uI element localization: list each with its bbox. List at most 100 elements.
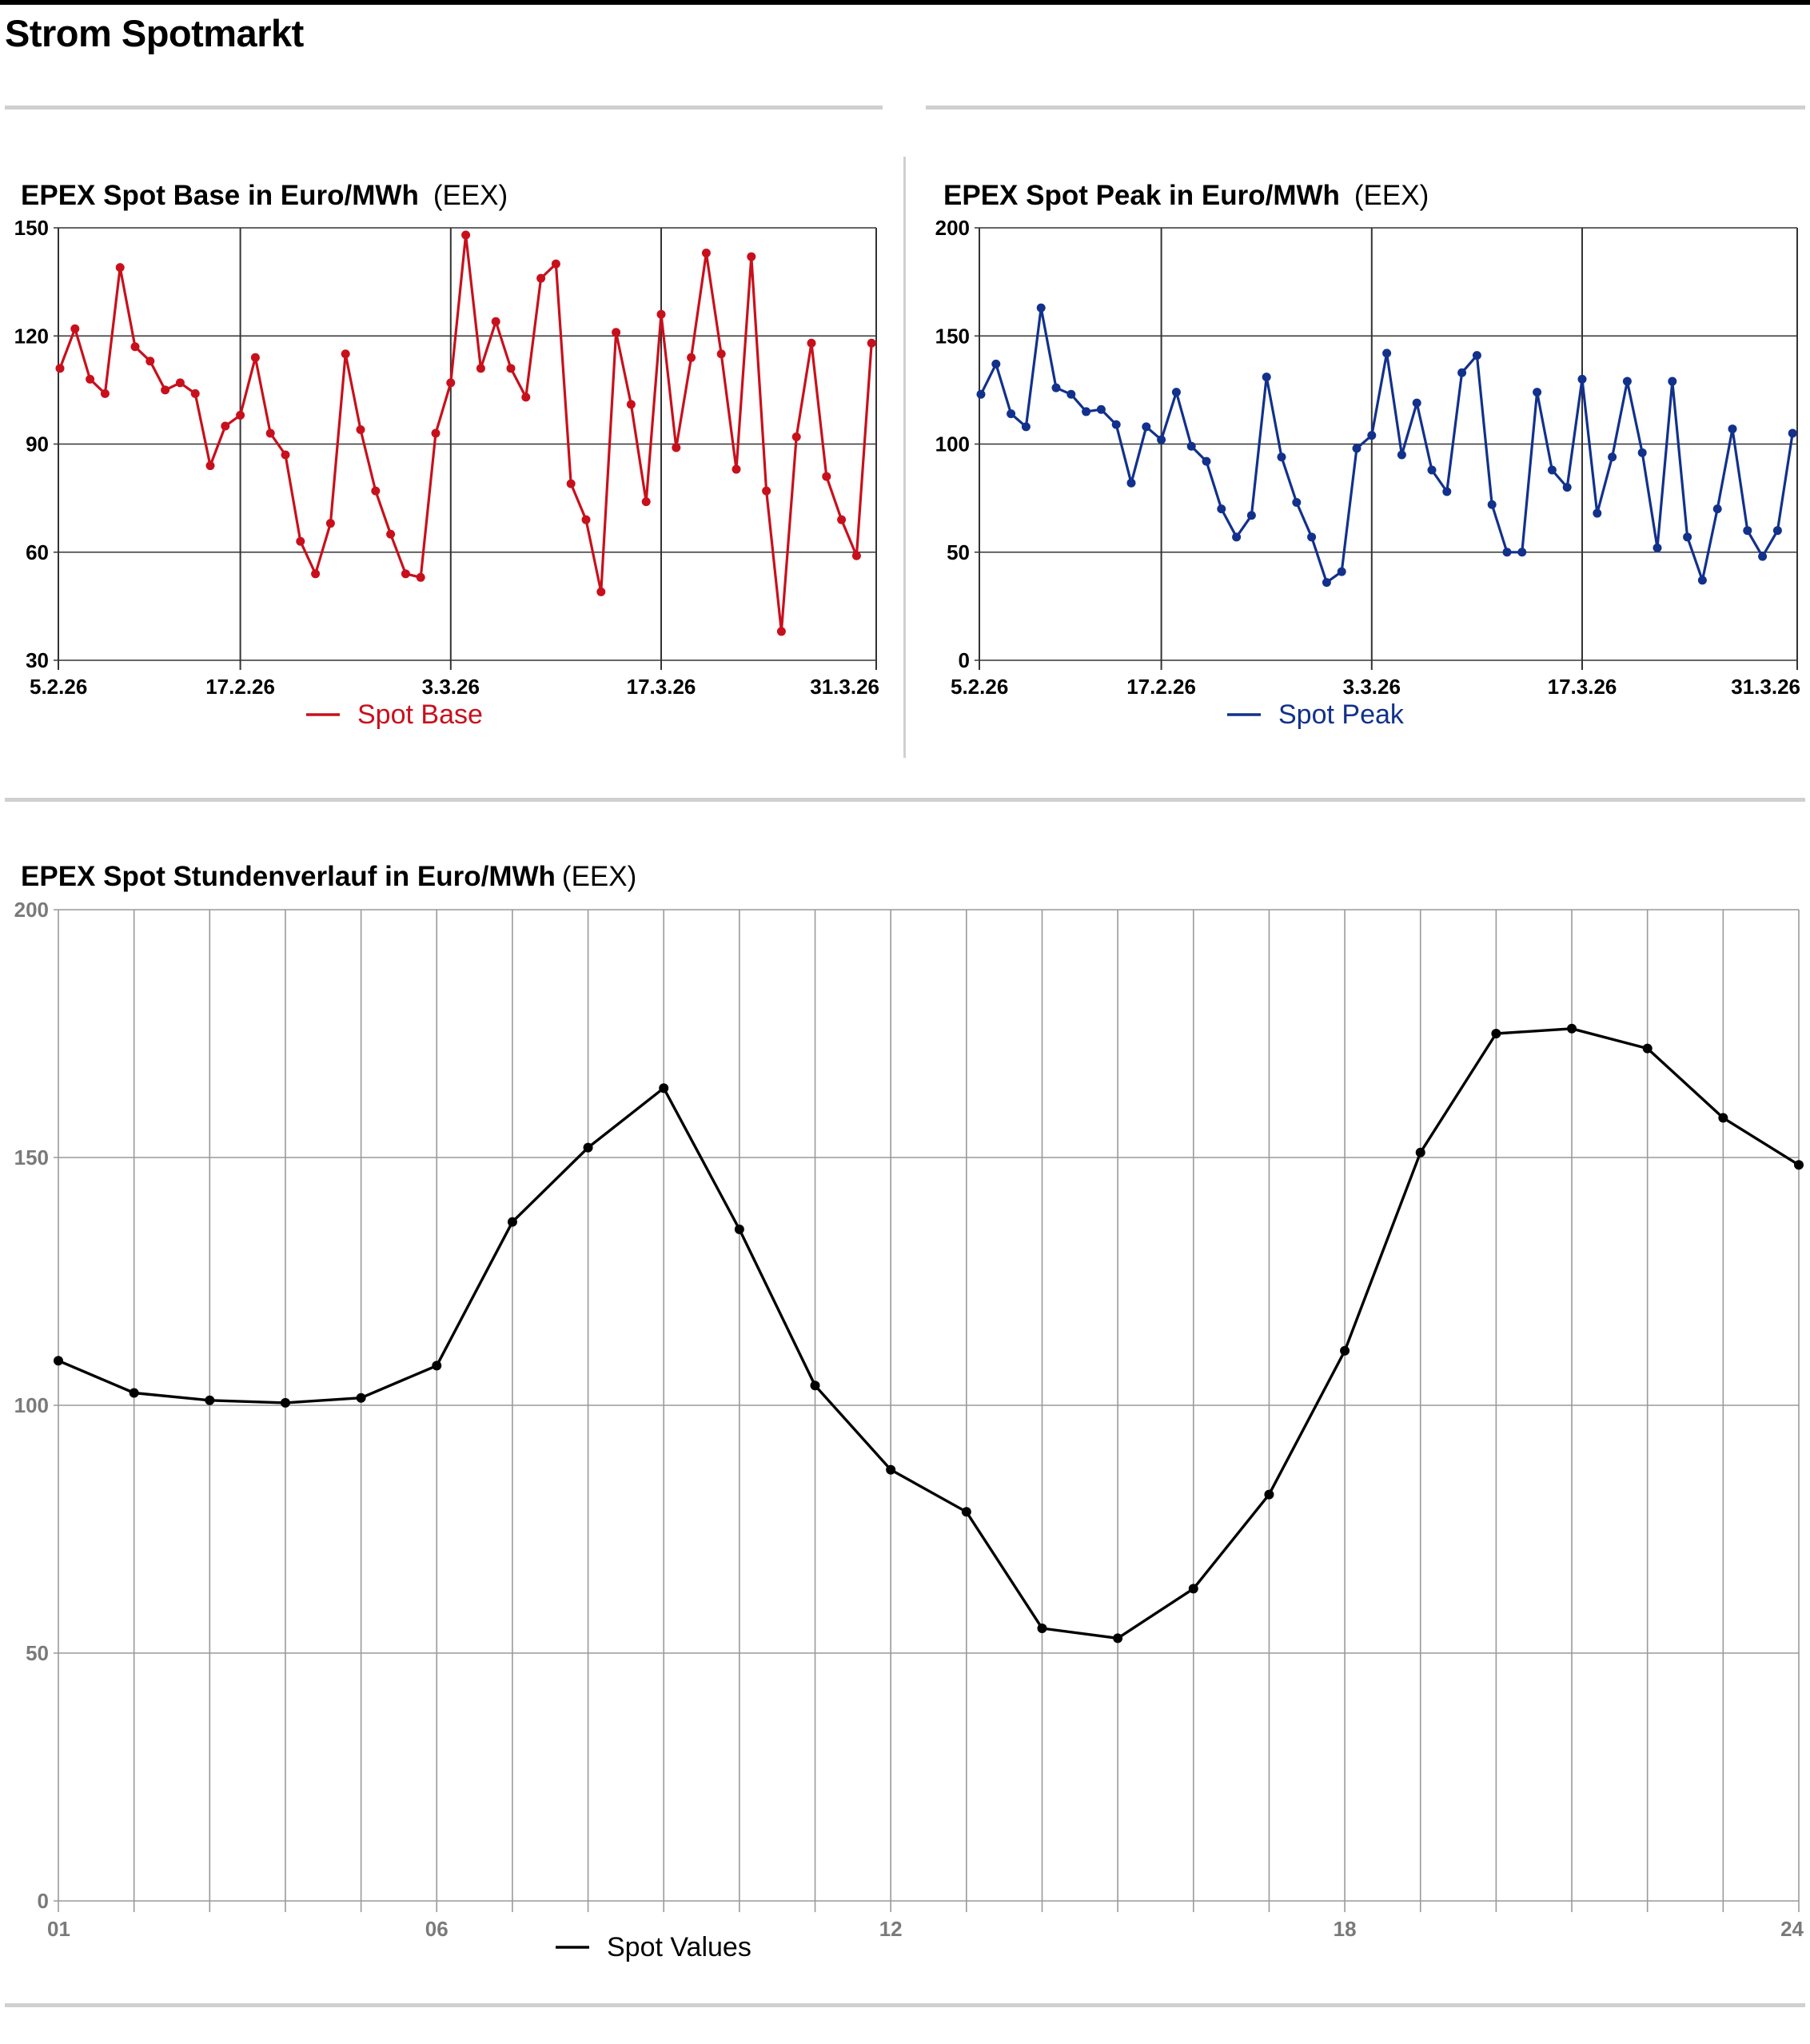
hourly-data-point: [583, 1142, 593, 1153]
base-data-point: [236, 410, 245, 420]
hourly-x-tick-label: 12: [879, 1917, 903, 1941]
base-data-point: [536, 273, 546, 283]
base-data-point: [371, 486, 381, 496]
base-y-tick-label: 30: [26, 648, 49, 672]
peak-data-point: [1142, 422, 1151, 432]
peak-data-point: [991, 359, 1001, 369]
base-data-point: [476, 364, 485, 373]
hourly-chart-title-text: EPEX Spot Stundenverlauf in Euro/MWh: [21, 861, 556, 892]
peak-data-point: [1082, 407, 1091, 416]
peak-data-point: [1337, 567, 1346, 576]
hourly-chart-title: EPEX Spot Stundenverlauf in Euro/MWh (EEX…: [21, 861, 636, 893]
hourly-data-point: [961, 1507, 971, 1517]
peak-y-tick-label: 200: [935, 216, 970, 240]
base-data-point: [461, 230, 471, 240]
peak-data-point: [1712, 504, 1722, 514]
base-y-tick-label: 90: [26, 432, 49, 456]
peak-data-point: [1533, 388, 1542, 397]
base-x-tick-label: 17.3.26: [627, 675, 696, 699]
hourly-data-point: [1718, 1113, 1728, 1123]
base-data-point: [386, 529, 396, 539]
hourly-data-point: [54, 1356, 63, 1366]
base-data-point: [190, 388, 200, 398]
peak-data-point: [1622, 377, 1632, 386]
base-data-point: [70, 324, 80, 333]
base-data-point: [161, 385, 170, 395]
hourly-data-point: [507, 1217, 517, 1227]
base-data-point: [86, 374, 95, 384]
peak-data-point: [1232, 532, 1242, 542]
hourly-data-point: [129, 1388, 139, 1398]
base-data-point: [431, 428, 441, 438]
peak-data-point: [1246, 511, 1256, 520]
base-data-point: [641, 497, 651, 507]
base-data-point: [747, 252, 756, 261]
base-data-point: [701, 249, 711, 258]
peak-x-tick-label: 5.2.26: [951, 675, 1008, 699]
peak-data-point: [1066, 389, 1076, 399]
peak-y-tick-label: 100: [935, 432, 970, 456]
base-data-point: [776, 627, 786, 636]
hourly-chart: 0 50 100 150 200 01 06 12 18 24 Spot Values: [14, 898, 1804, 1962]
peak-data-point: [1157, 435, 1166, 444]
peak-data-point: [1277, 452, 1286, 462]
peak-data-point: [1427, 465, 1437, 475]
base-data-point: [822, 472, 831, 481]
hourly-y-tick-label: 0: [38, 1889, 49, 1913]
base-data-point: [446, 378, 456, 388]
base-data-point: [281, 450, 290, 460]
peak-data-point: [1051, 383, 1061, 392]
base-data-point: [566, 479, 576, 488]
base-data-point: [401, 569, 410, 579]
peak-data-point: [1322, 578, 1331, 588]
hourly-data-point: [659, 1083, 669, 1094]
base-data-point: [311, 569, 321, 579]
base-data-point: [250, 353, 260, 362]
base-data-point: [265, 428, 275, 438]
hourly-data-point: [280, 1397, 290, 1408]
peak-y-tick-label: 150: [935, 324, 970, 348]
peak-data-point: [1217, 504, 1226, 514]
hourly-legend-label: Spot Values: [607, 1932, 752, 1962]
hourly-y-tick-label: 100: [14, 1393, 49, 1417]
peak-x-tick-label: 17.2.26: [1126, 675, 1196, 699]
hourly-data-point: [1188, 1584, 1198, 1594]
base-data-point: [205, 461, 215, 471]
hourly-series-line: [58, 1027, 1800, 1640]
hourly-data-point: [1794, 1160, 1804, 1170]
peak-x-tick-label: 17.3.26: [1548, 675, 1617, 699]
base-data-point: [656, 309, 666, 319]
base-y-tick-label: 60: [26, 540, 49, 564]
peak-x-tick-label: 31.3.26: [1731, 675, 1800, 699]
base-data-point: [791, 432, 801, 441]
peak-y-tick-label: 50: [947, 540, 970, 564]
hourly-data-point: [1113, 1633, 1123, 1644]
hourly-data-point: [356, 1393, 366, 1403]
hourly-chart-source: (EEX): [561, 861, 637, 892]
hourly-y-tick-label: 50: [26, 1641, 49, 1665]
base-data-point: [867, 338, 876, 348]
peak-data-point: [1096, 404, 1106, 414]
base-data-point: [581, 515, 591, 524]
hourly-x-tick-label: 06: [425, 1917, 449, 1941]
base-data-point: [837, 515, 847, 524]
base-x-tick-label: 3.3.26: [422, 675, 480, 699]
base-data-point: [296, 536, 305, 546]
hourly-data-point: [432, 1361, 442, 1371]
hourly-y-tick-label: 150: [14, 1146, 49, 1169]
peak-data-point: [1111, 420, 1121, 429]
peak-data-point: [1397, 450, 1406, 460]
base-data-point: [687, 353, 696, 362]
base-data-point: [341, 349, 350, 359]
hourly-data-point: [1264, 1489, 1274, 1500]
peak-data-point: [1608, 452, 1617, 462]
peak-data-point: [1292, 498, 1302, 508]
section-rule-right: [926, 106, 1805, 110]
hourly-data-point: [1567, 1023, 1577, 1034]
peak-data-point: [1262, 373, 1271, 382]
base-data-point: [100, 388, 110, 398]
base-data-point: [732, 464, 741, 474]
peak-data-point: [1577, 374, 1587, 384]
peak-data-point: [1758, 552, 1768, 561]
base-data-point: [325, 519, 335, 528]
